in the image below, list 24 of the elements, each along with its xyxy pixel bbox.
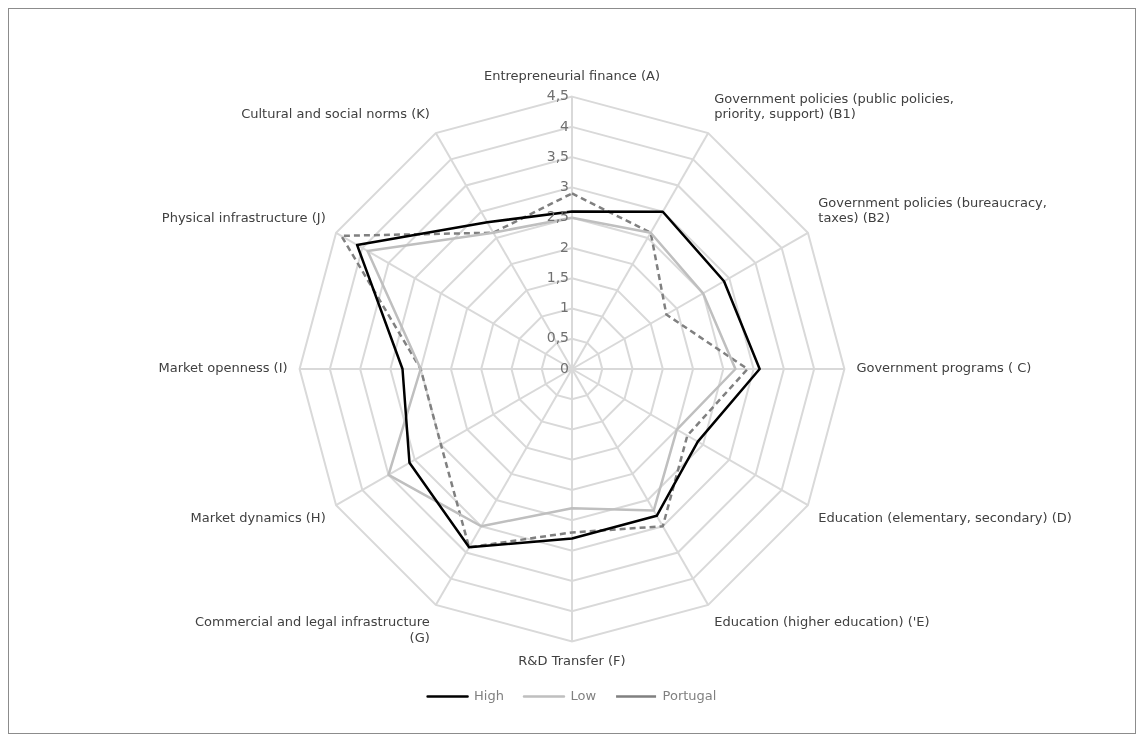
legend-label: Portugal: [662, 687, 717, 703]
spoke-label: Government policies (public policies, priority, support) (B1): [714, 90, 954, 122]
y-tick-label: 2: [560, 238, 569, 255]
spoke-label: Government policies (bureaucracy, taxes) (B2): [818, 194, 1047, 226]
y-tick-label: 0: [560, 359, 569, 376]
spoke-label: Education (higher education) ('E): [714, 614, 930, 630]
spoke-label: Physical infrastructure (J): [161, 210, 326, 226]
spoke-label: Entrepreneurial finance (A): [483, 68, 661, 84]
spoke-label: Market dynamics (H): [190, 510, 326, 526]
spoke-label: Government programs ( C): [856, 360, 1032, 376]
y-tick-label: 4,5: [546, 87, 569, 104]
y-tick-label: 3: [560, 178, 569, 195]
legend-label: Low: [570, 687, 597, 703]
y-tick-label: 1: [560, 299, 569, 316]
y-tick-label: 1,5: [546, 268, 569, 285]
legend-label: High: [474, 687, 504, 703]
y-tick-label: 4: [560, 117, 570, 134]
y-tick-label: 0,5: [546, 329, 569, 346]
y-tick-label: 3,5: [546, 147, 569, 164]
spoke-label: Education (elementary, secondary) (D): [818, 510, 1072, 526]
spoke-label: Market openness (I): [158, 360, 288, 376]
spoke-label: Cultural and social norms (K): [241, 106, 430, 122]
spoke-label: Commercial and legal infrastructure (G): [195, 614, 430, 646]
spoke-label: R&D Transfer (F): [518, 652, 626, 668]
